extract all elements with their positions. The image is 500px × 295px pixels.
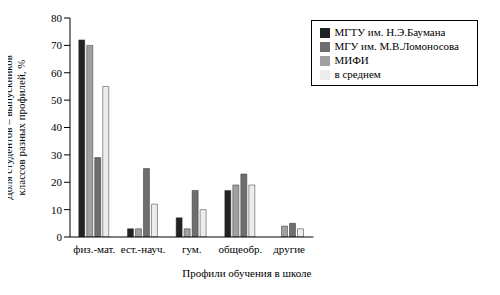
html-text:в среднем: в среднем xyxy=(334,68,381,80)
svg-text:60: 60 xyxy=(51,67,63,79)
svg-text:10: 10 xyxy=(51,204,63,216)
svg-text:Доля студентов – выпускниковкл: Доля студентов – выпускниковклассов разн… xyxy=(8,55,27,200)
html-text:МГТУ им. Н.Э.Баумана: МГТУ им. Н.Э.Баумана xyxy=(334,26,446,38)
svg-text:ест.-науч.: ест.-науч. xyxy=(121,243,166,255)
svg-text:40: 40 xyxy=(51,121,63,133)
svg-text:физ.-мат.: физ.-мат. xyxy=(73,243,115,255)
svg-text:Профили обучения в школе: Профили обучения в школе xyxy=(182,267,311,279)
html-text:МГУ им. М.В.Ломоносова: МГУ им. М.В.Ломоносова xyxy=(334,40,459,52)
html-text:МИФИ: МИФИ xyxy=(334,54,369,66)
svg-text:гум.: гум. xyxy=(182,243,202,255)
svg-text:0: 0 xyxy=(57,231,63,243)
svg-text:20: 20 xyxy=(51,176,63,188)
svg-text:50: 50 xyxy=(51,94,63,106)
svg-text:30: 30 xyxy=(51,149,63,161)
svg-text:общеобр.: общеобр. xyxy=(219,243,263,255)
svg-text:другие: другие xyxy=(273,243,305,255)
svg-text:80: 80 xyxy=(51,12,63,24)
svg-text:70: 70 xyxy=(51,39,63,51)
